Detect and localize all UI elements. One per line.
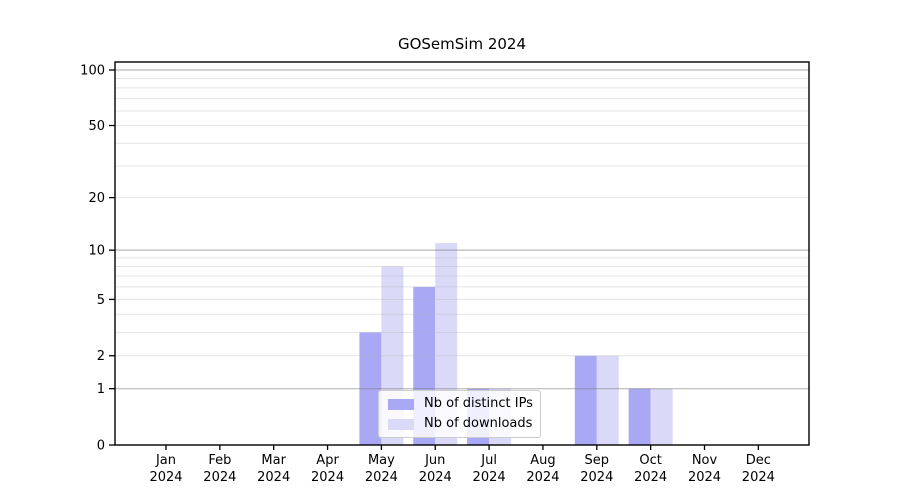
x-tick-label-year: 2024 [257,470,290,485]
x-tick-label-month: Dec [746,453,771,468]
x-tick-label-year: 2024 [203,470,236,485]
x-tick-label-month: Jul [480,453,497,468]
legend-item-distinct-ips: Nb of distinct IPs [388,396,533,412]
y-tick-label: 5 [97,293,105,308]
y-tick-label: 10 [88,244,105,259]
x-tick-label-month: Oct [639,453,661,468]
y-tick-label: 1 [97,382,105,397]
y-tick-label: 0 [97,439,105,454]
y-tick-label: 2 [97,349,105,364]
x-tick-label-year: 2024 [419,470,452,485]
legend-swatch-downloads [388,418,414,430]
plot-border [114,61,810,446]
x-tick-label-month: Sep [585,453,610,468]
legend-item-downloads: Nb of downloads [388,416,532,432]
x-tick-label-year: 2024 [473,470,506,485]
x-tick-label-month: Nov [692,453,718,468]
x-tick-label-year: 2024 [149,470,182,485]
bar-oct-series1 [650,388,673,445]
legend-label-distinct-ips: Nb of distinct IPs [424,396,533,411]
bar-sep-series0 [574,355,597,445]
x-tick-label-month: Feb [208,453,231,468]
x-tick-label-month: Jan [155,453,176,468]
x-tick-label-month: May [368,453,395,468]
y-tick-label: 100 [80,63,105,78]
legend-label-downloads: Nb of downloads [424,416,533,431]
x-tick-label-year: 2024 [526,470,559,485]
x-tick-label-month: Jun [424,453,445,468]
x-tick-label-year: 2024 [580,470,613,485]
legend-swatch-distinct-ips [388,398,414,410]
bar-sep-series1 [596,355,619,445]
x-tick-label-month: Apr [316,453,339,468]
y-tick-label: 20 [88,191,105,206]
x-tick-label-month: Mar [261,453,286,468]
y-tick-label: 50 [88,119,105,134]
legend: Nb of distinct IPs Nb of downloads [378,390,541,438]
chart-title: GOSemSim 2024 [397,35,527,53]
x-tick-label-month: Aug [530,453,555,468]
x-tick-label-year: 2024 [634,470,667,485]
x-tick-label-year: 2024 [688,470,721,485]
bar-oct-series0 [628,388,651,445]
x-tick-label-year: 2024 [311,470,344,485]
x-tick-label-year: 2024 [365,470,398,485]
x-tick-label-year: 2024 [742,470,775,485]
